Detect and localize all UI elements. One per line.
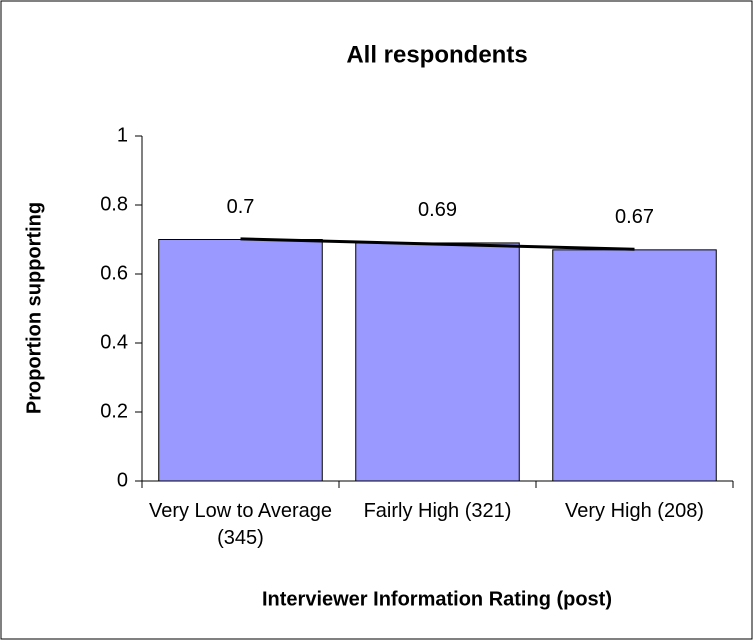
bar (355, 242, 520, 482)
value-label: 0.7 (227, 196, 255, 218)
bar (158, 239, 323, 482)
x-tick-label-box: Fairly High (321) (363, 500, 512, 522)
y-tick-label: 0.2 (100, 400, 128, 422)
y-tick-label: 0.4 (100, 331, 128, 353)
trendline (240, 237, 635, 251)
y-tick-label: 0.6 (100, 262, 128, 284)
chart-title: All respondents (346, 41, 527, 68)
x-tick-label: Fairly High (321) (363, 500, 512, 522)
value-label: 0.67 (615, 206, 654, 228)
y-tick-label: 0 (117, 469, 128, 491)
y-tick-label: 1 (117, 124, 128, 146)
y-axis-label: Proportion supporting (23, 202, 45, 414)
x-tick-label-box: Very High (208) (565, 500, 704, 522)
value-label: 0.69 (418, 199, 457, 221)
x-tick-label: Very High (208) (565, 500, 704, 522)
x-tick-label-box: Very Low to Average (345) (148, 500, 333, 549)
y-tick-label: 0.8 (100, 193, 128, 215)
x-tick-label: Very Low to Average (345) (148, 500, 333, 549)
bar (552, 249, 717, 482)
x-axis-label: Interviewer Information Rating (post) (262, 588, 612, 610)
